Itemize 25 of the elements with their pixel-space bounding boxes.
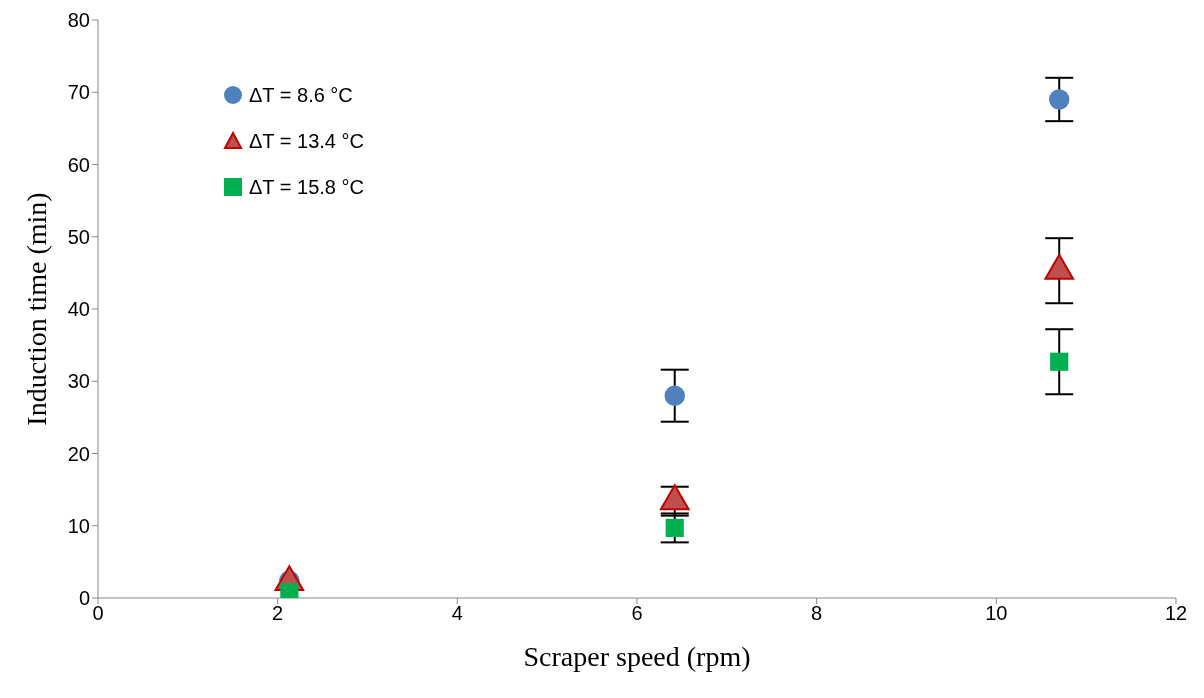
- y-tick-label: 60: [67, 153, 90, 176]
- point: [1050, 352, 1069, 371]
- x-tick-label: 2: [272, 602, 284, 625]
- x-tick-label: 4: [451, 602, 463, 625]
- point: [665, 518, 684, 537]
- y-tick-label: 0: [78, 587, 90, 610]
- point: [1048, 89, 1070, 110]
- legend-label: ΔT = 15.8 °C: [249, 175, 364, 199]
- y-tick-label: 40: [67, 298, 90, 321]
- y-axis-title: Induction time (min): [20, 192, 52, 426]
- y-tick-label: 80: [67, 9, 90, 32]
- x-tick-label: 12: [1164, 602, 1188, 625]
- y-tick-label: 30: [67, 370, 90, 393]
- x-tick-label: 0: [92, 602, 104, 625]
- y-tick-label: 50: [67, 225, 90, 248]
- legend-label: ΔT = 13.4 °C: [249, 129, 364, 153]
- x-tick-label: 6: [631, 602, 643, 625]
- x-tick-label: 10: [985, 602, 1008, 625]
- x-tick-label: 8: [811, 602, 823, 625]
- point: [664, 385, 685, 406]
- legend-label: ΔT = 8.6 °C: [249, 83, 353, 107]
- x-axis-title: Scraper speed (rpm): [523, 641, 751, 672]
- y-tick-label: 10: [67, 514, 90, 537]
- y-tick-label: 70: [67, 81, 90, 104]
- y-tick-label: 20: [67, 442, 90, 465]
